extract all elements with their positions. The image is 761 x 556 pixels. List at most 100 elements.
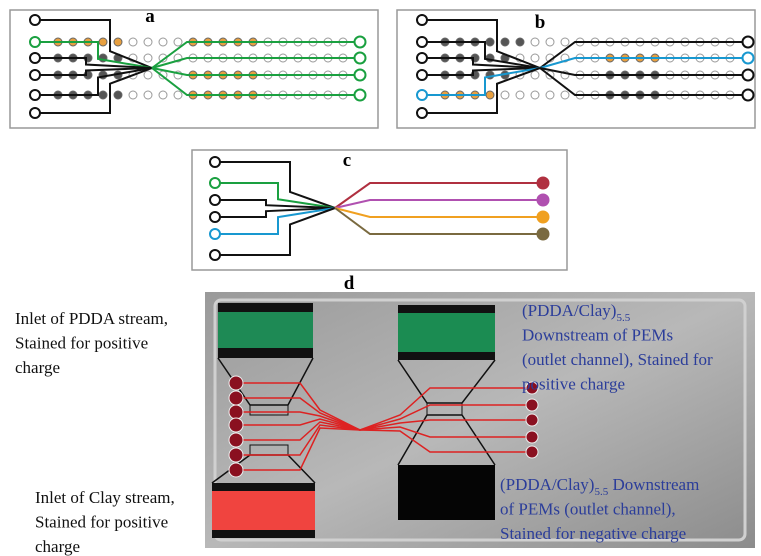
well [174,91,182,99]
port [417,15,427,25]
port [210,250,220,260]
port [743,70,754,81]
well [516,91,524,99]
port [30,37,40,47]
port [210,195,220,205]
port [30,90,40,100]
port [417,70,427,80]
figure: a b c d Inlet of PDDA stream, Stained for pos… [0,0,761,556]
droplet [229,433,243,447]
droplet [229,376,243,390]
droplet [229,463,243,477]
annotation-line: Stained for positive [15,334,148,353]
droplet [229,391,243,405]
channel [335,208,543,217]
well [561,38,569,46]
droplet [229,418,243,432]
channel [422,68,540,95]
well [486,91,494,99]
subscript: 5.5 [594,486,608,498]
page: {"panels": [{"label": "a"}, {"label": "b… [0,0,761,556]
well [99,91,107,99]
droplet [526,399,538,411]
port [355,37,366,48]
well [114,38,122,46]
port [538,212,549,223]
well [99,38,107,46]
port [210,229,220,239]
port [538,229,549,240]
droplet [229,405,243,419]
well [144,38,152,46]
well [159,91,167,99]
annotation-line: Stained for positive [35,513,168,532]
panel-label: d [344,273,355,294]
well [546,91,554,99]
droplet [526,446,538,458]
annotation-line: Inlet of Clay stream, [35,488,175,507]
port [417,37,427,47]
formula: (PDDA/Clay) [500,475,594,494]
channel [215,162,335,208]
formula: (PDDA/Clay) [522,301,616,320]
panel-frame [192,150,567,270]
port [30,108,40,118]
well [531,71,539,79]
annotation-text: Downstream [608,475,699,494]
well [144,91,152,99]
port [30,70,40,80]
well [501,38,509,46]
annotation-line: Inlet of PDDA stream, [15,309,168,328]
port [417,90,427,100]
well [174,38,182,46]
port [743,90,754,101]
channel [335,208,543,234]
well [561,91,569,99]
well [144,54,152,62]
well [501,91,509,99]
panel-frame [397,10,755,128]
port [355,70,366,81]
well [546,38,554,46]
droplet [229,448,243,462]
droplet [526,431,538,443]
subscript: 5.5 [616,312,630,324]
channel [215,183,335,208]
well [129,38,137,46]
well [486,38,494,46]
channel [335,200,543,208]
port [538,195,549,206]
annotation-line: (outlet channel), Stained for [522,350,713,369]
well [114,91,122,99]
annotation-line: Stained for negative charge [500,524,686,543]
well [531,54,539,62]
port [743,53,754,64]
well [144,71,152,79]
channel [335,183,543,208]
port [355,53,366,64]
port [743,37,754,48]
well [531,91,539,99]
panel-label: b [535,12,546,33]
port [210,178,220,188]
annotation-line: charge [15,358,60,377]
well [516,38,524,46]
annotation-line: of PEMs (outlet channel), [500,500,676,519]
channel [215,208,335,255]
port [417,53,427,63]
port [538,178,549,189]
port [355,90,366,101]
panel-frame [10,10,378,128]
annotation-line: positive charge [522,375,625,394]
annotation-line: Downstream of PEMs [522,326,673,345]
droplet [526,414,538,426]
port [210,212,220,222]
panel-label: c [343,150,351,171]
channel [215,208,335,217]
well [129,91,137,99]
well [159,38,167,46]
channel [215,208,335,234]
port [30,53,40,63]
panel-label: a [145,6,155,27]
well [531,38,539,46]
